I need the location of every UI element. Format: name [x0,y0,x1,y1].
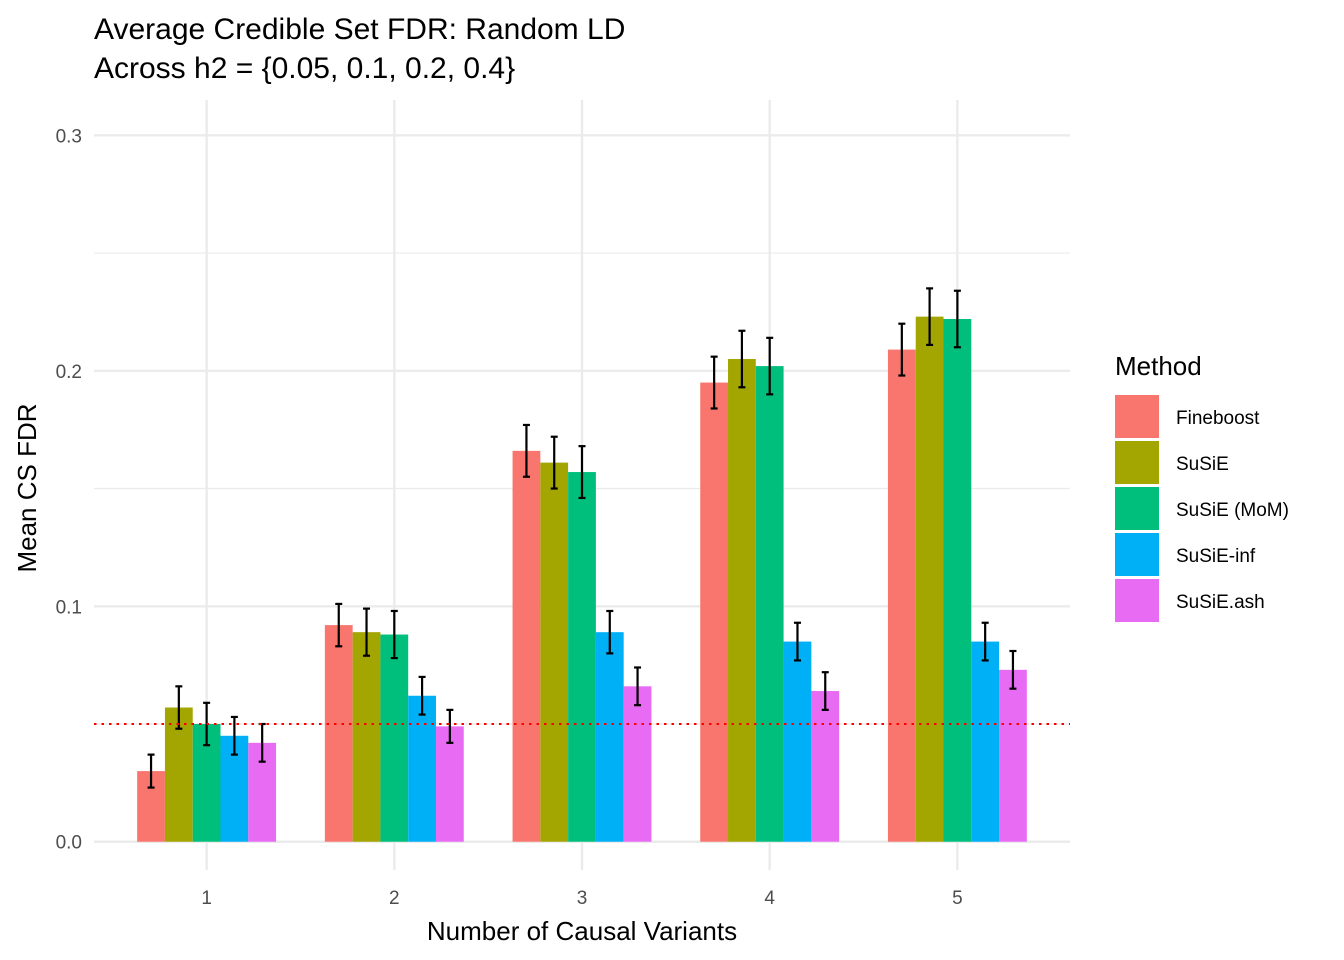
legend: Method Fineboost SuSiE SuSiE (MoM) SuSiE-in… [1115,351,1289,622]
bar [380,634,409,842]
bar [728,359,756,842]
y-axis-ticks: 0.0 0.1 0.2 0.3 [56,126,82,853]
bar [783,641,812,842]
legend-items: Fineboost SuSiE SuSiE (MoM) SuSiE-inf SuSiE.… [1115,395,1289,622]
bar [623,686,652,842]
legend-key [1115,533,1159,576]
bar [943,318,972,842]
legend-label: SuSiE [1176,454,1229,475]
bar [595,632,624,842]
x-axis-ticks: 1 2 3 4 5 [201,888,962,909]
bar [887,349,916,842]
bar [915,316,944,842]
bar [568,472,596,842]
legend-key [1115,395,1159,438]
legend-key [1115,579,1159,622]
x-tick-label: 3 [577,888,588,909]
y-tick-label: 0.0 [56,833,82,854]
bar [971,641,1000,842]
legend-label: SuSiE.ash [1176,592,1265,613]
legend-label: SuSiE-inf [1176,546,1256,567]
bar [540,462,569,842]
bar [512,450,541,842]
bar [700,382,729,842]
x-axis-label: Number of Causal Variants [427,916,737,946]
y-axis-label: Mean CS FDR [12,403,42,572]
bar [324,625,353,842]
x-tick-label: 1 [201,888,212,909]
legend-title: Method [1115,351,1202,381]
chart-title-line2: Across h2 = {0.05, 0.1, 0.2, 0.4} [94,52,515,85]
legend-label: Fineboost [1176,408,1260,429]
legend-label: SuSiE (MoM) [1176,500,1289,521]
x-tick-label: 2 [389,888,400,909]
x-tick-label: 4 [764,888,775,909]
bar [435,726,464,842]
bar [999,669,1027,842]
error-bars [147,287,1017,789]
chart-title-line1: Average Credible Set FDR: Random LD [94,13,625,46]
bars [137,316,1027,842]
bar [352,632,381,842]
legend-key [1115,487,1159,530]
plot-panel [94,100,1070,870]
y-tick-label: 0.3 [56,126,82,147]
bar [755,366,784,842]
y-tick-label: 0.1 [56,597,82,618]
legend-key [1115,441,1159,484]
bar [408,695,436,842]
x-tick-label: 5 [952,888,963,909]
y-tick-label: 0.2 [56,362,82,383]
bar [164,707,193,842]
bar [811,691,840,842]
